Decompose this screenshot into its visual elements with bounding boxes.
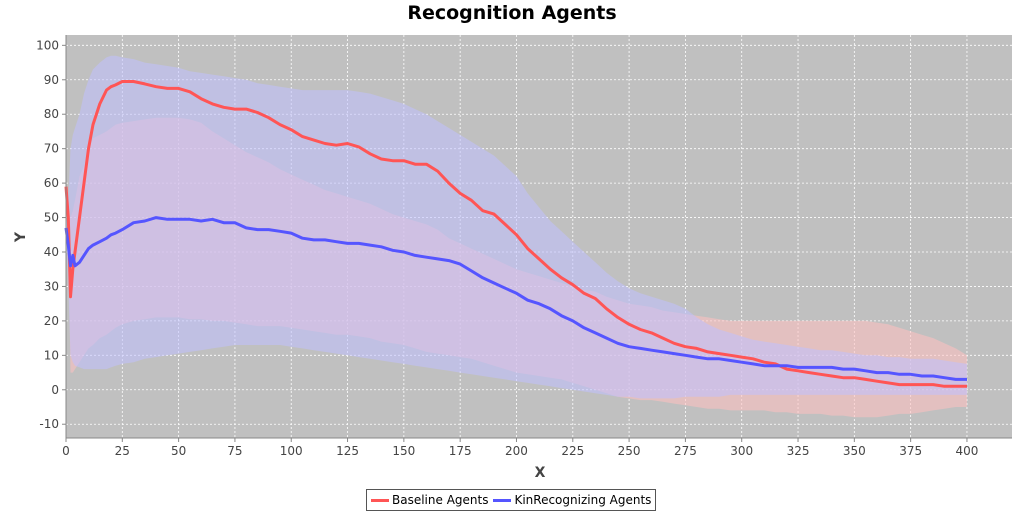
y-tick-label: 100 [36, 38, 59, 52]
y-tick-label: 20 [44, 314, 59, 328]
axis-layer: 0 25 50 75 100 125 150 175 200 225 250 275 300 325 350… [36, 35, 1012, 458]
y-tick-label: 0 [51, 383, 59, 397]
x-tick-label: 0 [62, 444, 70, 458]
legend-label-kinrecognizing: KinRecognizing Agents [514, 493, 652, 507]
x-tick-label: 325 [787, 444, 810, 458]
y-tick-label: 80 [44, 107, 59, 121]
series-line-baseline-agents [64, 80, 967, 388]
x-tick-label: 250 [618, 444, 641, 458]
x-axis-label: X [535, 465, 546, 481]
x-tick-label: 300 [730, 444, 753, 458]
legend-item-baseline[interactable]: Baseline Agents [371, 493, 488, 507]
x-tick-label: 400 [955, 444, 978, 458]
x-tick-label: 225 [561, 444, 584, 458]
legend-label-baseline: Baseline Agents [392, 493, 489, 507]
series-line-kinrecognizing-agents [64, 216, 967, 381]
x-tick-label: 100 [280, 444, 303, 458]
x-tick-label: 125 [336, 444, 359, 458]
x-tick-label: 375 [899, 444, 922, 458]
x-tick-label: 25 [115, 444, 130, 458]
x-tick-label: 175 [449, 444, 472, 458]
band-kinrecognizing-agents [66, 55, 967, 399]
legend-swatch-kinrecognizing [493, 498, 512, 502]
y-tick-label: 40 [44, 245, 59, 259]
band-layer [66, 55, 967, 418]
x-tick-label: 150 [392, 444, 415, 458]
y-tick-label: 10 [44, 348, 59, 362]
x-tick-label: 200 [505, 444, 528, 458]
y-tick-label: 30 [44, 279, 59, 293]
x-tick-label: 350 [843, 444, 866, 458]
legend-item-kinrecognizing[interactable]: KinRecognizing Agents [493, 493, 651, 507]
chart-title: Recognition Agents [407, 2, 617, 24]
y-tick-label: 70 [44, 142, 59, 156]
x-tick-label: 75 [227, 444, 242, 458]
y-tick-label: 60 [44, 176, 59, 190]
y-axis-label: Y [13, 231, 29, 243]
line-layer [64, 80, 967, 388]
x-tick-label: 275 [674, 444, 697, 458]
y-tick-label: -10 [39, 417, 59, 431]
legend-swatch-baseline [371, 498, 389, 502]
x-tick-label: 50 [171, 444, 186, 458]
y-tick-label: 90 [44, 73, 59, 87]
legend: Baseline Agents KinRecognizing Agents [366, 489, 657, 511]
y-tick-label: 50 [44, 211, 59, 225]
